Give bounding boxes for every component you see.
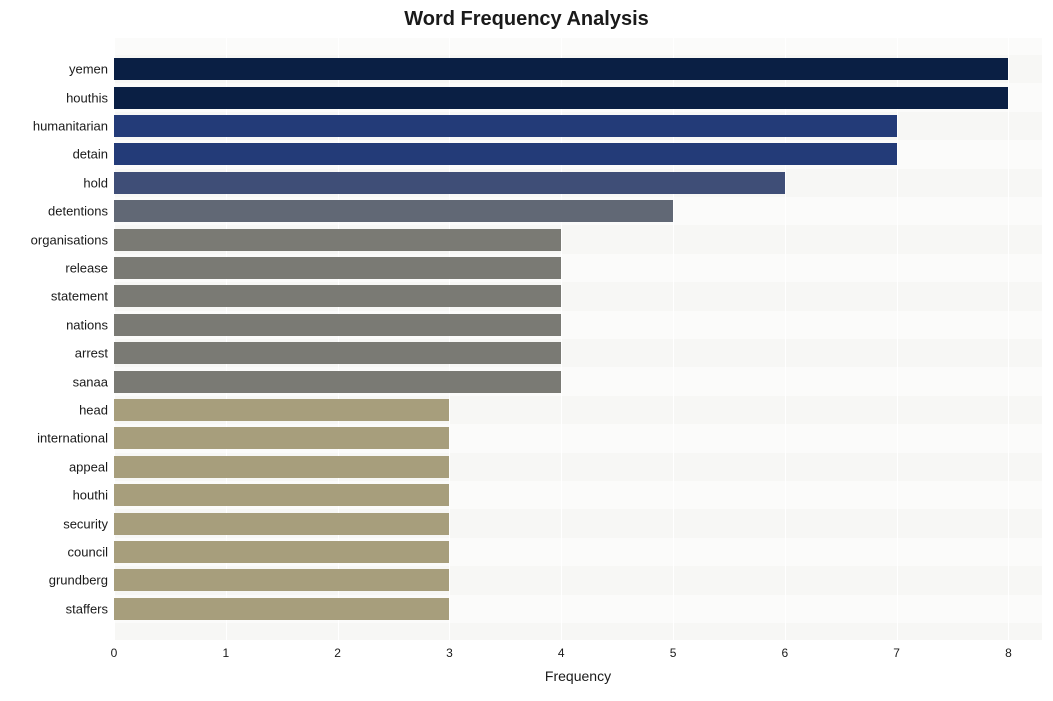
row-stripe xyxy=(114,38,1042,55)
y-tick-label: houthi xyxy=(73,488,108,503)
bar xyxy=(114,115,897,137)
bar xyxy=(114,541,449,563)
y-tick-label: houthis xyxy=(66,90,108,105)
x-tick-label: 1 xyxy=(222,646,229,660)
x-tick-label: 4 xyxy=(558,646,565,660)
row-stripe xyxy=(114,623,1042,640)
bar xyxy=(114,229,561,251)
x-tick-label: 7 xyxy=(893,646,900,660)
y-tick-label: statement xyxy=(51,289,108,304)
x-tick-label: 6 xyxy=(781,646,788,660)
x-axis-title: Frequency xyxy=(114,668,1042,684)
y-tick-label: organisations xyxy=(31,232,108,247)
gridline xyxy=(897,38,898,640)
bar xyxy=(114,484,449,506)
y-tick-label: release xyxy=(65,261,108,276)
bar xyxy=(114,87,1008,109)
y-tick-label: council xyxy=(68,544,108,559)
y-tick-label: yemen xyxy=(69,62,108,77)
x-tick-label: 0 xyxy=(111,646,118,660)
x-tick-label: 5 xyxy=(670,646,677,660)
bar xyxy=(114,200,673,222)
y-tick-label: staffers xyxy=(66,601,108,616)
y-tick-label: grundberg xyxy=(49,573,108,588)
y-tick-label: international xyxy=(37,431,108,446)
plot-area: yemenhouthishumanitariandetainholddetent… xyxy=(114,38,1042,640)
gridline xyxy=(1008,38,1009,640)
y-tick-label: humanitarian xyxy=(33,119,108,134)
y-tick-label: head xyxy=(79,402,108,417)
bar xyxy=(114,143,897,165)
bar xyxy=(114,456,449,478)
y-tick-label: sanaa xyxy=(73,374,108,389)
bar xyxy=(114,172,785,194)
bar xyxy=(114,513,449,535)
word-frequency-chart: Word Frequency Analysis yemenhouthishuma… xyxy=(0,0,1053,701)
y-tick-label: appeal xyxy=(69,459,108,474)
bar xyxy=(114,58,1008,80)
bar xyxy=(114,569,449,591)
bar xyxy=(114,371,561,393)
x-tick-label: 2 xyxy=(334,646,341,660)
y-tick-label: arrest xyxy=(75,346,108,361)
y-tick-label: detain xyxy=(73,147,108,162)
y-tick-label: security xyxy=(63,516,108,531)
chart-title: Word Frequency Analysis xyxy=(0,8,1053,31)
y-tick-label: detentions xyxy=(48,204,108,219)
bar xyxy=(114,314,561,336)
bar xyxy=(114,427,449,449)
bar xyxy=(114,342,561,364)
bar xyxy=(114,285,561,307)
bar xyxy=(114,598,449,620)
x-tick-label: 8 xyxy=(1005,646,1012,660)
x-tick-label: 3 xyxy=(446,646,453,660)
y-tick-label: hold xyxy=(83,175,108,190)
bar xyxy=(114,399,449,421)
bar xyxy=(114,257,561,279)
y-tick-label: nations xyxy=(66,317,108,332)
